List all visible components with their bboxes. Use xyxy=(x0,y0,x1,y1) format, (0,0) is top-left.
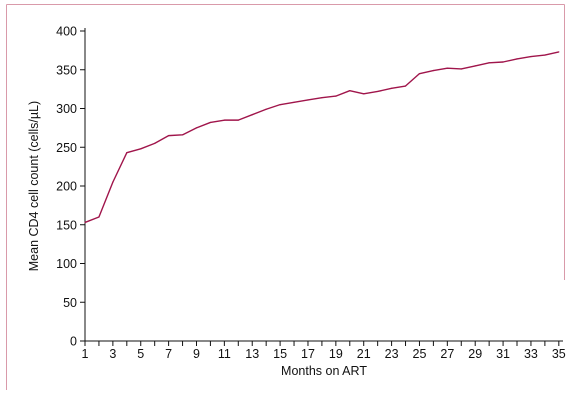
y-tick-label: 0 xyxy=(70,335,77,349)
x-tick-label: 5 xyxy=(137,347,144,361)
data-point xyxy=(140,148,142,150)
data-point xyxy=(112,181,114,183)
data-point xyxy=(154,142,156,144)
series-line xyxy=(84,51,559,224)
series-layer xyxy=(84,51,560,224)
data-point xyxy=(209,121,212,124)
data-point xyxy=(195,127,198,129)
x-tick-label: 27 xyxy=(440,347,454,361)
data-point xyxy=(181,134,184,136)
y-tick-label: 250 xyxy=(56,141,77,155)
y-tick-label: 300 xyxy=(56,102,77,116)
data-point xyxy=(168,135,170,137)
x-tick-label: 11 xyxy=(218,347,231,361)
data-point xyxy=(265,108,267,110)
data-point xyxy=(321,97,323,99)
x-tick-label: 19 xyxy=(329,347,343,361)
data-point xyxy=(84,221,86,224)
figure-border xyxy=(6,4,565,390)
data-point xyxy=(530,55,532,58)
y-tick-label: 50 xyxy=(63,296,77,310)
data-point xyxy=(223,119,225,121)
data-point xyxy=(279,104,281,106)
x-tick-label: 33 xyxy=(524,347,538,361)
y-tick-label: 150 xyxy=(56,218,77,232)
x-axis-title: Months on ART xyxy=(281,364,367,378)
x-tick-label: 3 xyxy=(109,347,116,361)
data-point xyxy=(349,90,351,92)
y-tick-label: 400 xyxy=(56,25,77,39)
data-point xyxy=(558,51,560,53)
data-point xyxy=(446,67,448,69)
data-point xyxy=(237,119,239,121)
data-point xyxy=(98,216,100,218)
data-point xyxy=(502,61,504,63)
y-tick-label: 100 xyxy=(56,257,77,271)
data-point xyxy=(377,90,379,93)
data-point xyxy=(418,73,421,75)
data-point xyxy=(390,87,393,89)
x-tick-label: 21 xyxy=(357,347,371,361)
data-point xyxy=(488,62,490,64)
x-tick-label: 7 xyxy=(165,347,172,361)
y-axis-title: Mean CD4 cell count (cells/µL) xyxy=(27,101,41,271)
data-point xyxy=(126,152,128,154)
data-point xyxy=(460,68,462,70)
data-point xyxy=(404,85,407,87)
x-tick-label: 35 xyxy=(552,347,566,361)
x-tick-label: 1 xyxy=(82,347,89,361)
x-tick-label: 23 xyxy=(385,347,399,361)
y-tick-label: 200 xyxy=(56,180,77,194)
y-tick-label: 350 xyxy=(56,63,77,77)
data-point xyxy=(363,93,365,95)
data-point xyxy=(335,95,337,97)
x-tick-label: 9 xyxy=(193,347,200,361)
data-point xyxy=(307,99,309,101)
data-point xyxy=(432,69,434,72)
data-point xyxy=(293,101,295,103)
x-tick-label: 29 xyxy=(468,347,482,361)
data-point xyxy=(516,58,518,60)
x-tick-label: 31 xyxy=(496,347,510,361)
axes xyxy=(84,28,563,342)
x-tick-label: 15 xyxy=(273,347,287,361)
x-tick-label: 17 xyxy=(301,347,315,361)
x-tick-label: 25 xyxy=(413,347,427,361)
data-point xyxy=(474,65,476,67)
data-point xyxy=(251,114,253,116)
data-point xyxy=(544,54,546,56)
x-tick-label: 13 xyxy=(245,347,259,361)
